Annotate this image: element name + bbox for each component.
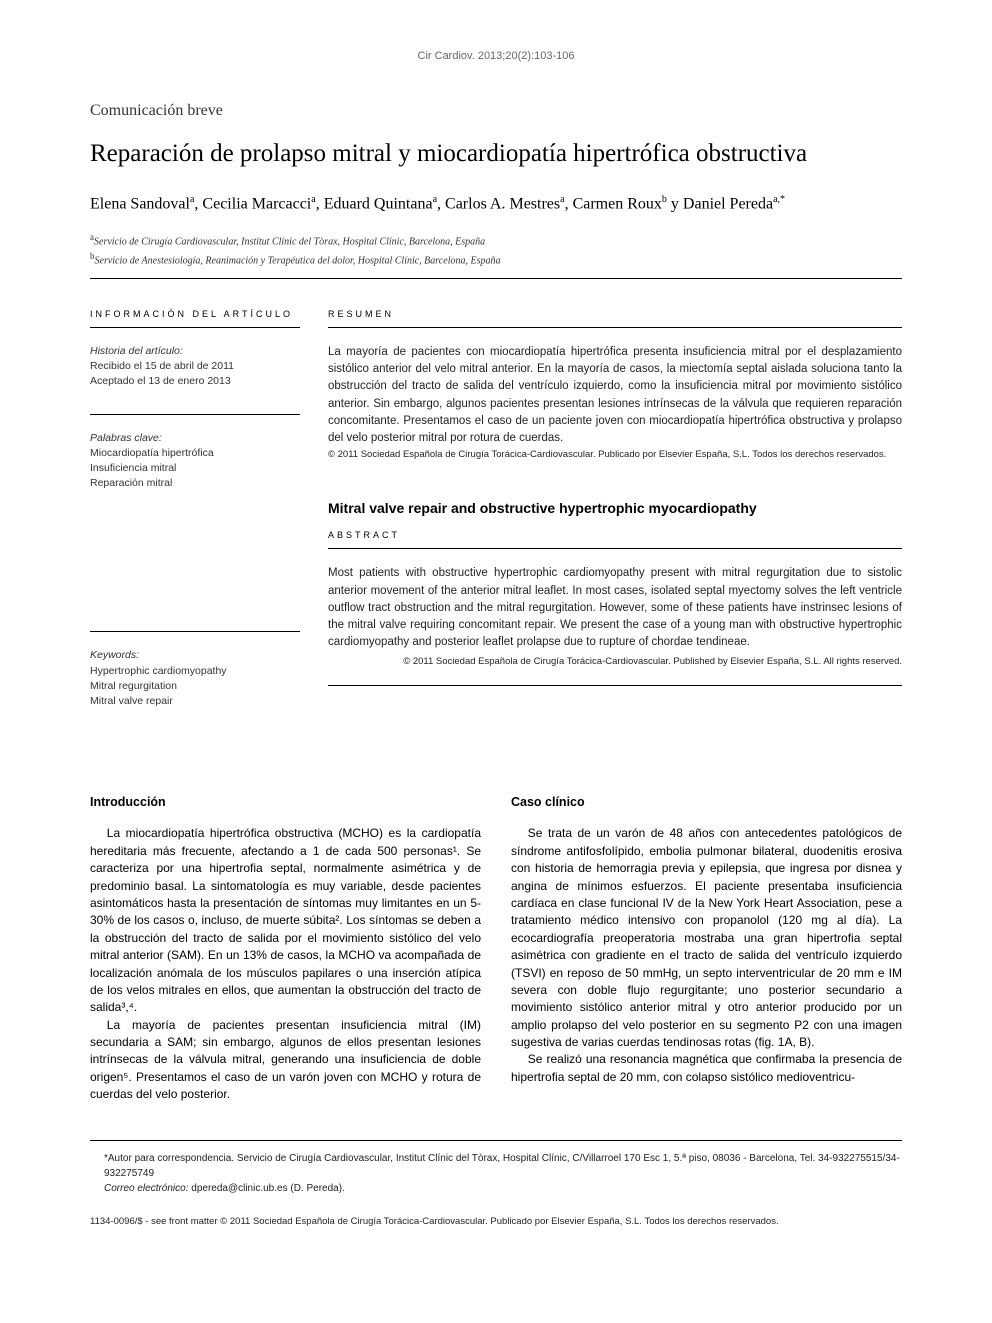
palabras-clave: Palabras clave: Miocardiopatía hipertróf… <box>90 431 300 492</box>
affiliations: aServicio de Cirugía Cardiovascular, Ins… <box>90 231 902 268</box>
correspondence: *Autor para correspondencia. Servicio de… <box>90 1151 902 1196</box>
article-type: Comunicación breve <box>90 102 902 120</box>
right-column: Caso clínico Se trata de un varón de 48 … <box>511 793 902 1103</box>
caso-paragraph: Se trata de un varón de 48 años con ante… <box>511 825 902 1051</box>
article-info-sidebar: INFORMACIÓN DEL ARTÍCULO Historia del ar… <box>90 309 300 733</box>
divider <box>90 414 300 415</box>
divider <box>90 1140 902 1141</box>
info-heading: INFORMACIÓN DEL ARTÍCULO <box>90 309 300 319</box>
keyword-item: Hypertrophic cardiomyopathy <box>90 664 300 679</box>
palabra-item: Insuficiencia mitral <box>90 461 300 476</box>
keyword-item: Mitral valve repair <box>90 694 300 709</box>
corr-email-label: Correo electrónico: <box>104 1183 188 1194</box>
caso-heading: Caso clínico <box>511 793 902 811</box>
divider <box>328 548 902 549</box>
history-label: Historia del artículo: <box>90 344 300 359</box>
keywords-block: Keywords: Hypertrophic cardiomyopathy Mi… <box>90 648 300 709</box>
caso-paragraph: Se realizó una resonancia magnética que … <box>511 1051 902 1086</box>
divider <box>328 327 902 328</box>
abstract-text: Most patients with obstructive hypertrop… <box>328 565 902 651</box>
palabra-item: Miocardiopatía hipertrófica <box>90 446 300 461</box>
authors-list: Elena Sandovala, Cecilia Marcaccia, Edua… <box>90 193 902 216</box>
divider <box>328 685 902 686</box>
abstracts-column: RESUMEN La mayoría de pacientes con mioc… <box>328 309 902 733</box>
article-title: Reparación de prolapso mitral y miocardi… <box>90 138 902 171</box>
resumen-text: La mayoría de pacientes con miocardiopat… <box>328 344 902 448</box>
abstract-heading: ABSTRACT <box>328 530 902 540</box>
resumen-copyright: © 2011 Sociedad Española de Cirugía Torá… <box>328 449 902 460</box>
intro-paragraph: La mayoría de pacientes presentan insufi… <box>90 1017 481 1104</box>
citation-header: Cir Cardiov. 2013;20(2):103-106 <box>90 50 902 62</box>
article-history: Historia del artículo: Recibido el 15 de… <box>90 344 300 390</box>
accepted-date: Aceptado el 13 de enero 2013 <box>90 374 300 389</box>
issn-footer: 1134-0096/$ - see front matter © 2011 So… <box>90 1216 902 1227</box>
divider <box>90 631 300 632</box>
received-date: Recibido el 15 de abril de 2011 <box>90 359 300 374</box>
keywords-label: Keywords: <box>90 648 300 663</box>
english-title: Mitral valve repair and obstructive hype… <box>328 500 902 516</box>
abstract-copyright: © 2011 Sociedad Española de Cirugía Torá… <box>328 656 902 667</box>
body-text: Introducción La miocardiopatía hipertróf… <box>90 793 902 1103</box>
intro-heading: Introducción <box>90 793 481 811</box>
corr-address: *Autor para correspondencia. Servicio de… <box>104 1151 902 1181</box>
palabras-label: Palabras clave: <box>90 431 300 446</box>
left-column: Introducción La miocardiopatía hipertróf… <box>90 793 481 1103</box>
palabra-item: Reparación mitral <box>90 476 300 491</box>
keyword-item: Mitral regurgitation <box>90 679 300 694</box>
resumen-heading: RESUMEN <box>328 309 902 319</box>
divider <box>90 278 902 279</box>
corr-email: dpereda@clinic.ub.es (D. Pereda). <box>191 1183 345 1194</box>
intro-paragraph: La miocardiopatía hipertrófica obstructi… <box>90 825 481 1016</box>
divider <box>90 327 300 328</box>
